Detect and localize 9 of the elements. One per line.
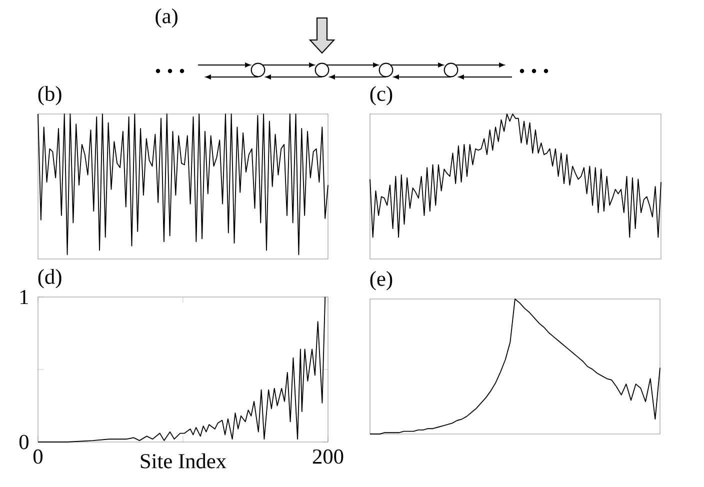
line-series (38, 296, 326, 442)
chart-title: (e) (370, 270, 392, 290)
text: (a) (156, 8, 178, 28)
x-axis-title: Site Index (140, 453, 226, 468)
chart-title: (b) (38, 86, 62, 106)
chart-title: (d) (38, 268, 62, 288)
x-tick-label: 200 (312, 449, 344, 464)
y-tick-label: 1 (20, 290, 28, 304)
chart-title: (c) (370, 86, 392, 106)
